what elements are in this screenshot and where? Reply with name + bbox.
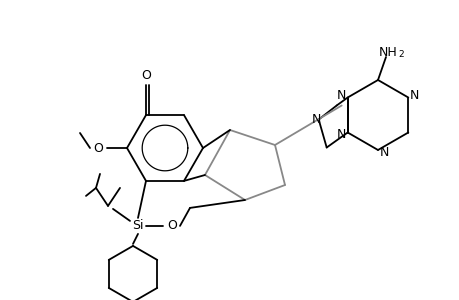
Text: NH: NH <box>378 46 397 59</box>
Text: 2: 2 <box>397 50 403 58</box>
Text: Si: Si <box>132 219 143 232</box>
Text: N: N <box>336 128 346 141</box>
Text: N: N <box>311 113 321 126</box>
Text: N: N <box>409 89 418 102</box>
Text: O: O <box>93 142 103 154</box>
Text: N: N <box>336 89 346 102</box>
Text: O: O <box>141 69 151 82</box>
Text: O: O <box>167 219 177 232</box>
Text: N: N <box>379 146 388 158</box>
